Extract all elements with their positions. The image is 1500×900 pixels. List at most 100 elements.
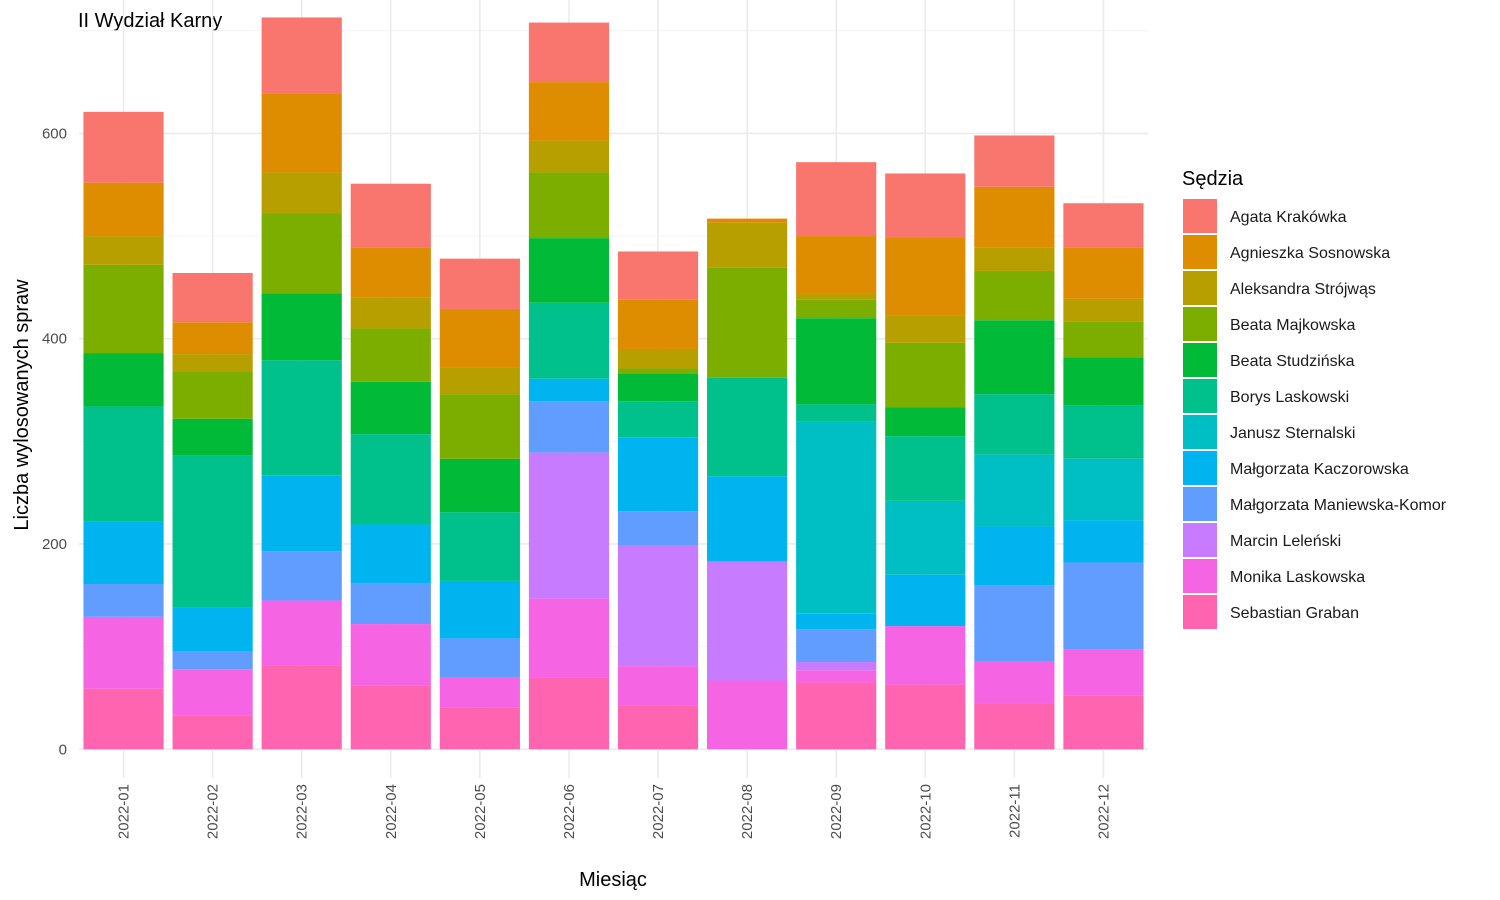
bar-segment bbox=[528, 677, 610, 750]
bar-segment bbox=[617, 545, 699, 667]
bar-segment bbox=[796, 236, 877, 294]
bar-segment bbox=[83, 406, 164, 522]
bar-segment bbox=[172, 322, 253, 355]
bar-segment bbox=[617, 705, 699, 750]
bar-segment bbox=[261, 17, 342, 94]
bar-segment bbox=[885, 626, 966, 685]
bar-segment bbox=[617, 368, 699, 374]
bar-segment bbox=[439, 308, 520, 368]
bar-segment bbox=[350, 381, 431, 435]
bar-segment bbox=[172, 455, 253, 608]
bar-segment bbox=[528, 401, 610, 453]
bar-segment bbox=[974, 135, 1055, 187]
bar-segment bbox=[974, 526, 1055, 586]
bar-segment bbox=[885, 500, 966, 575]
bar-segment bbox=[172, 273, 253, 323]
bar-segment bbox=[796, 662, 877, 671]
bar-segment bbox=[885, 237, 966, 316]
legend-swatch bbox=[1183, 379, 1217, 413]
bar-segment bbox=[885, 684, 966, 750]
legend-swatch bbox=[1183, 523, 1217, 557]
bar-segment bbox=[1063, 695, 1144, 750]
bar-segment bbox=[350, 582, 431, 625]
bar-segment bbox=[974, 247, 1055, 271]
bar-segment bbox=[83, 616, 164, 689]
bar-segment bbox=[528, 452, 610, 599]
bar-segment bbox=[439, 707, 520, 750]
legend-label: Sebastian Graban bbox=[1230, 605, 1359, 622]
bar-segment bbox=[974, 703, 1055, 750]
bar-segment bbox=[83, 353, 164, 407]
bar-segment bbox=[1063, 562, 1144, 650]
x-tick-label: 2022-05 bbox=[472, 784, 489, 839]
bar-segment bbox=[974, 186, 1055, 248]
legend-swatch bbox=[1183, 595, 1217, 629]
legend-label: Agata Krakówka bbox=[1230, 209, 1347, 226]
bar-segment bbox=[885, 407, 966, 437]
legend-label: Janusz Sternalski bbox=[1230, 425, 1355, 442]
bar-segment bbox=[796, 421, 877, 614]
x-tick-label: 2022-09 bbox=[828, 784, 845, 839]
bar-segment bbox=[796, 613, 877, 630]
bar-segment bbox=[796, 404, 877, 422]
legend-label: Aleksandra Strójwąs bbox=[1230, 281, 1376, 298]
bar-segment bbox=[83, 111, 164, 183]
bar-segment bbox=[528, 238, 610, 303]
bar-segment bbox=[707, 218, 788, 223]
bar-segment bbox=[172, 371, 253, 419]
bar-segment bbox=[439, 512, 520, 581]
y-tick-label: 0 bbox=[59, 741, 67, 758]
bar-segment bbox=[528, 82, 610, 141]
bar-segment bbox=[617, 299, 699, 349]
legend-label: Marcin Leleński bbox=[1230, 533, 1341, 550]
bar-segment bbox=[261, 665, 342, 750]
legend-label: Małgorzata Maniewska-Komor bbox=[1230, 497, 1447, 514]
legend-label: Małgorzata Kaczorowska bbox=[1230, 461, 1409, 478]
bar-segment bbox=[707, 377, 788, 477]
bar-segment bbox=[1063, 321, 1144, 358]
bar-segment bbox=[617, 373, 699, 402]
bar-segment bbox=[707, 680, 788, 750]
legend-swatch bbox=[1183, 415, 1217, 449]
bar-segment bbox=[1063, 357, 1144, 406]
bar-segment bbox=[974, 660, 1055, 704]
bar-segment bbox=[439, 638, 520, 678]
bar-segment bbox=[528, 140, 610, 173]
bar-segment bbox=[796, 629, 877, 663]
legend-swatch bbox=[1183, 343, 1217, 377]
bar-segment bbox=[617, 348, 699, 369]
bar-segment bbox=[439, 677, 520, 708]
bar-segment bbox=[83, 584, 164, 617]
bar-segment bbox=[439, 258, 520, 309]
bar-segment bbox=[83, 264, 164, 354]
legend-swatch bbox=[1183, 559, 1217, 593]
y-tick-label: 600 bbox=[42, 125, 67, 142]
x-tick-label: 2022-12 bbox=[1096, 784, 1113, 839]
bar-segment bbox=[885, 342, 966, 408]
bar-segment bbox=[439, 458, 520, 513]
bar-segment bbox=[350, 183, 431, 248]
bar-segment bbox=[974, 394, 1055, 455]
bar-segment bbox=[885, 315, 966, 343]
x-tick-label: 2022-08 bbox=[739, 784, 756, 839]
legend-title: Sędzia bbox=[1182, 168, 1244, 190]
bar-segment bbox=[261, 360, 342, 476]
bar-segment bbox=[707, 267, 788, 378]
legend-swatch bbox=[1183, 271, 1217, 305]
bar-segment bbox=[617, 666, 699, 706]
bar-segment bbox=[261, 172, 342, 214]
bar-segment bbox=[617, 437, 699, 512]
legend-swatch bbox=[1183, 199, 1217, 233]
bar-segment bbox=[1063, 520, 1144, 563]
bar-segment bbox=[350, 685, 431, 750]
y-tick-labels: 0 200 400 600 bbox=[42, 125, 67, 758]
bar-segment bbox=[350, 297, 431, 329]
legend-swatch bbox=[1183, 235, 1217, 269]
bar-segment bbox=[83, 236, 164, 265]
bar-segment bbox=[261, 213, 342, 294]
bar-segment bbox=[796, 318, 877, 405]
bar-segment bbox=[528, 378, 610, 402]
bar-segment bbox=[528, 598, 610, 678]
x-tick-label: 2022-04 bbox=[383, 784, 400, 839]
